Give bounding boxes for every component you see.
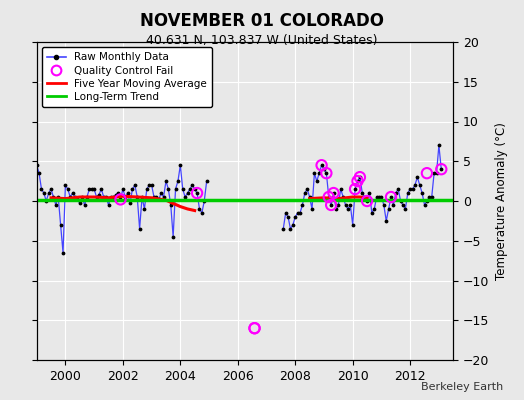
Point (353, 178, 362, 184)
Point (387, 194, 395, 200)
Point (250, 325, 259, 331)
Y-axis label: Temperature Anomaly (°C): Temperature Anomaly (°C) (495, 122, 508, 280)
Text: 40.631 N, 103.837 W (United States): 40.631 N, 103.837 W (United States) (146, 34, 378, 47)
Point (193, 190, 201, 196)
Text: NOVEMBER 01 COLORADO: NOVEMBER 01 COLORADO (140, 12, 384, 30)
Point (351, 186, 359, 192)
Point (318, 162, 326, 168)
Point (250, 325, 259, 331)
Point (330, 190, 338, 196)
Point (324, 194, 333, 200)
Point (322, 170, 331, 176)
Point (363, 198, 372, 204)
Point (327, 202, 335, 208)
Text: Berkeley Earth: Berkeley Earth (421, 382, 503, 392)
Point (116, 196, 125, 203)
Legend: Raw Monthly Data, Quality Control Fail, Five Year Moving Average, Long-Term Tren: Raw Monthly Data, Quality Control Fail, … (42, 47, 212, 107)
Point (423, 170, 431, 176)
Point (356, 174, 364, 180)
Point (437, 166, 445, 172)
